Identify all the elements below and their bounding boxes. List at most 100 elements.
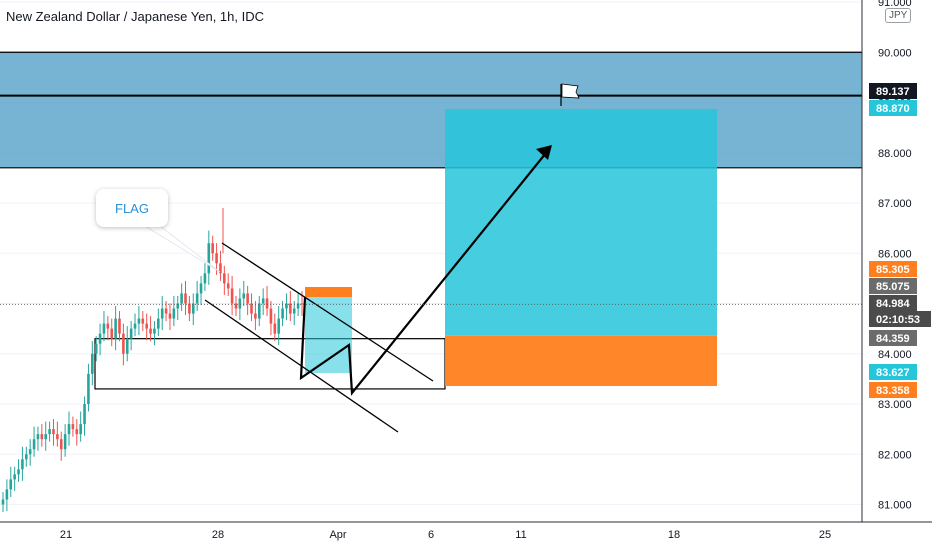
price-label-text: 84.984 <box>876 298 911 310</box>
price-label-text: 84.359 <box>876 333 910 345</box>
candle-body <box>211 243 214 254</box>
candle-body <box>114 318 117 339</box>
candle-body <box>234 303 238 309</box>
candle-body <box>110 328 114 339</box>
price-label-text: 85.305 <box>876 264 910 276</box>
candle-body <box>238 298 242 309</box>
candle-body <box>106 323 110 329</box>
price-tick-label: 82.000 <box>878 449 912 461</box>
mini-target-zone[interactable] <box>305 297 352 373</box>
candle-body <box>17 469 20 475</box>
price-tick-label: 83.000 <box>878 399 912 411</box>
candle-body <box>98 333 102 344</box>
candle-body <box>277 318 281 334</box>
price-label-tag[interactable] <box>869 330 917 346</box>
candle-body <box>125 338 129 354</box>
projection-path[interactable] <box>299 147 551 396</box>
candle-body <box>63 434 67 450</box>
price-label-tag[interactable] <box>869 311 931 327</box>
candle-body <box>24 454 28 460</box>
candle-body <box>199 283 203 294</box>
price-label-text: 83.358 <box>876 385 910 397</box>
candle-body <box>281 308 284 319</box>
price-tick-label: 86.000 <box>878 248 912 260</box>
price-label-tag[interactable] <box>869 382 917 398</box>
price-label-text: 02:10:53 <box>876 314 920 326</box>
candle-body <box>75 429 79 435</box>
candle-body <box>184 293 187 304</box>
resistance-zone[interactable] <box>0 52 862 168</box>
time-tick-label: 11 <box>515 529 526 541</box>
candle-body <box>164 308 168 314</box>
candle-body <box>141 318 145 324</box>
candle-body <box>207 243 211 274</box>
time-tick-label: 6 <box>428 529 434 541</box>
candle-body <box>153 328 156 334</box>
candle-body <box>296 303 300 309</box>
price-label-text: 83.627 <box>876 367 910 379</box>
time-tick-label: 28 <box>212 529 224 541</box>
candle-body <box>300 303 304 305</box>
candle-body <box>265 298 269 309</box>
candle-body <box>5 489 9 500</box>
price-label-tag[interactable] <box>869 278 917 294</box>
stop-zone[interactable] <box>445 335 717 387</box>
candle-body <box>9 479 13 490</box>
candle-body <box>273 323 277 334</box>
time-tick-label: Apr <box>329 529 346 541</box>
flag-channel-upper[interactable] <box>221 242 434 382</box>
price-tick-label: 84.000 <box>878 349 912 361</box>
price-label-tag[interactable] <box>869 295 917 311</box>
candle-body <box>79 424 82 435</box>
candle-body <box>254 313 257 319</box>
white-flag-icon <box>561 83 580 99</box>
candle-body <box>246 293 249 304</box>
price-label-tag[interactable] <box>869 83 917 99</box>
projection-arrowhead <box>536 145 552 160</box>
target-zone[interactable] <box>445 109 717 336</box>
price-label-text: 89.137 <box>876 86 910 98</box>
candle-body <box>44 434 48 440</box>
candle-body <box>188 303 191 314</box>
candle-body <box>52 429 55 435</box>
candle-body <box>223 273 226 284</box>
flag-callout: FLAG <box>96 189 168 227</box>
price-label-tag[interactable] <box>869 261 917 277</box>
candle-body <box>215 253 218 264</box>
time-tick-label: 21 <box>60 529 72 541</box>
candle-body <box>261 298 265 304</box>
time-tick-label: 18 <box>668 529 680 541</box>
time-tick-label: 25 <box>819 529 831 541</box>
price-label-tag[interactable] <box>869 100 917 116</box>
candle-body <box>203 273 207 284</box>
candle-body <box>67 424 71 435</box>
support-box[interactable] <box>94 338 446 390</box>
candle-body <box>21 459 24 470</box>
mini-stop-zone[interactable] <box>305 287 352 297</box>
candle-body <box>71 424 75 430</box>
candle-body <box>118 318 121 334</box>
price-label-text: 88.870 <box>876 103 910 115</box>
candle-body <box>102 323 106 334</box>
candle-body <box>226 283 230 289</box>
candle-body <box>40 434 44 440</box>
candle-body <box>168 313 172 319</box>
price-tick-label: 91.000 <box>878 0 912 9</box>
candle-body <box>48 429 51 435</box>
candle-body <box>145 323 148 329</box>
candle-body <box>36 434 40 440</box>
price-tick-label: 87.000 <box>878 198 912 210</box>
currency-badge[interactable]: JPY <box>885 8 912 23</box>
candle-body <box>28 449 32 455</box>
candle-body <box>13 474 16 480</box>
candle-body <box>149 328 152 334</box>
candle-body <box>219 263 222 274</box>
candle-body <box>191 303 195 314</box>
candle-body <box>172 308 176 319</box>
candle-body <box>250 303 253 314</box>
candle-body <box>122 333 125 354</box>
candle-body <box>160 308 164 319</box>
price-label-tag[interactable] <box>869 364 917 380</box>
